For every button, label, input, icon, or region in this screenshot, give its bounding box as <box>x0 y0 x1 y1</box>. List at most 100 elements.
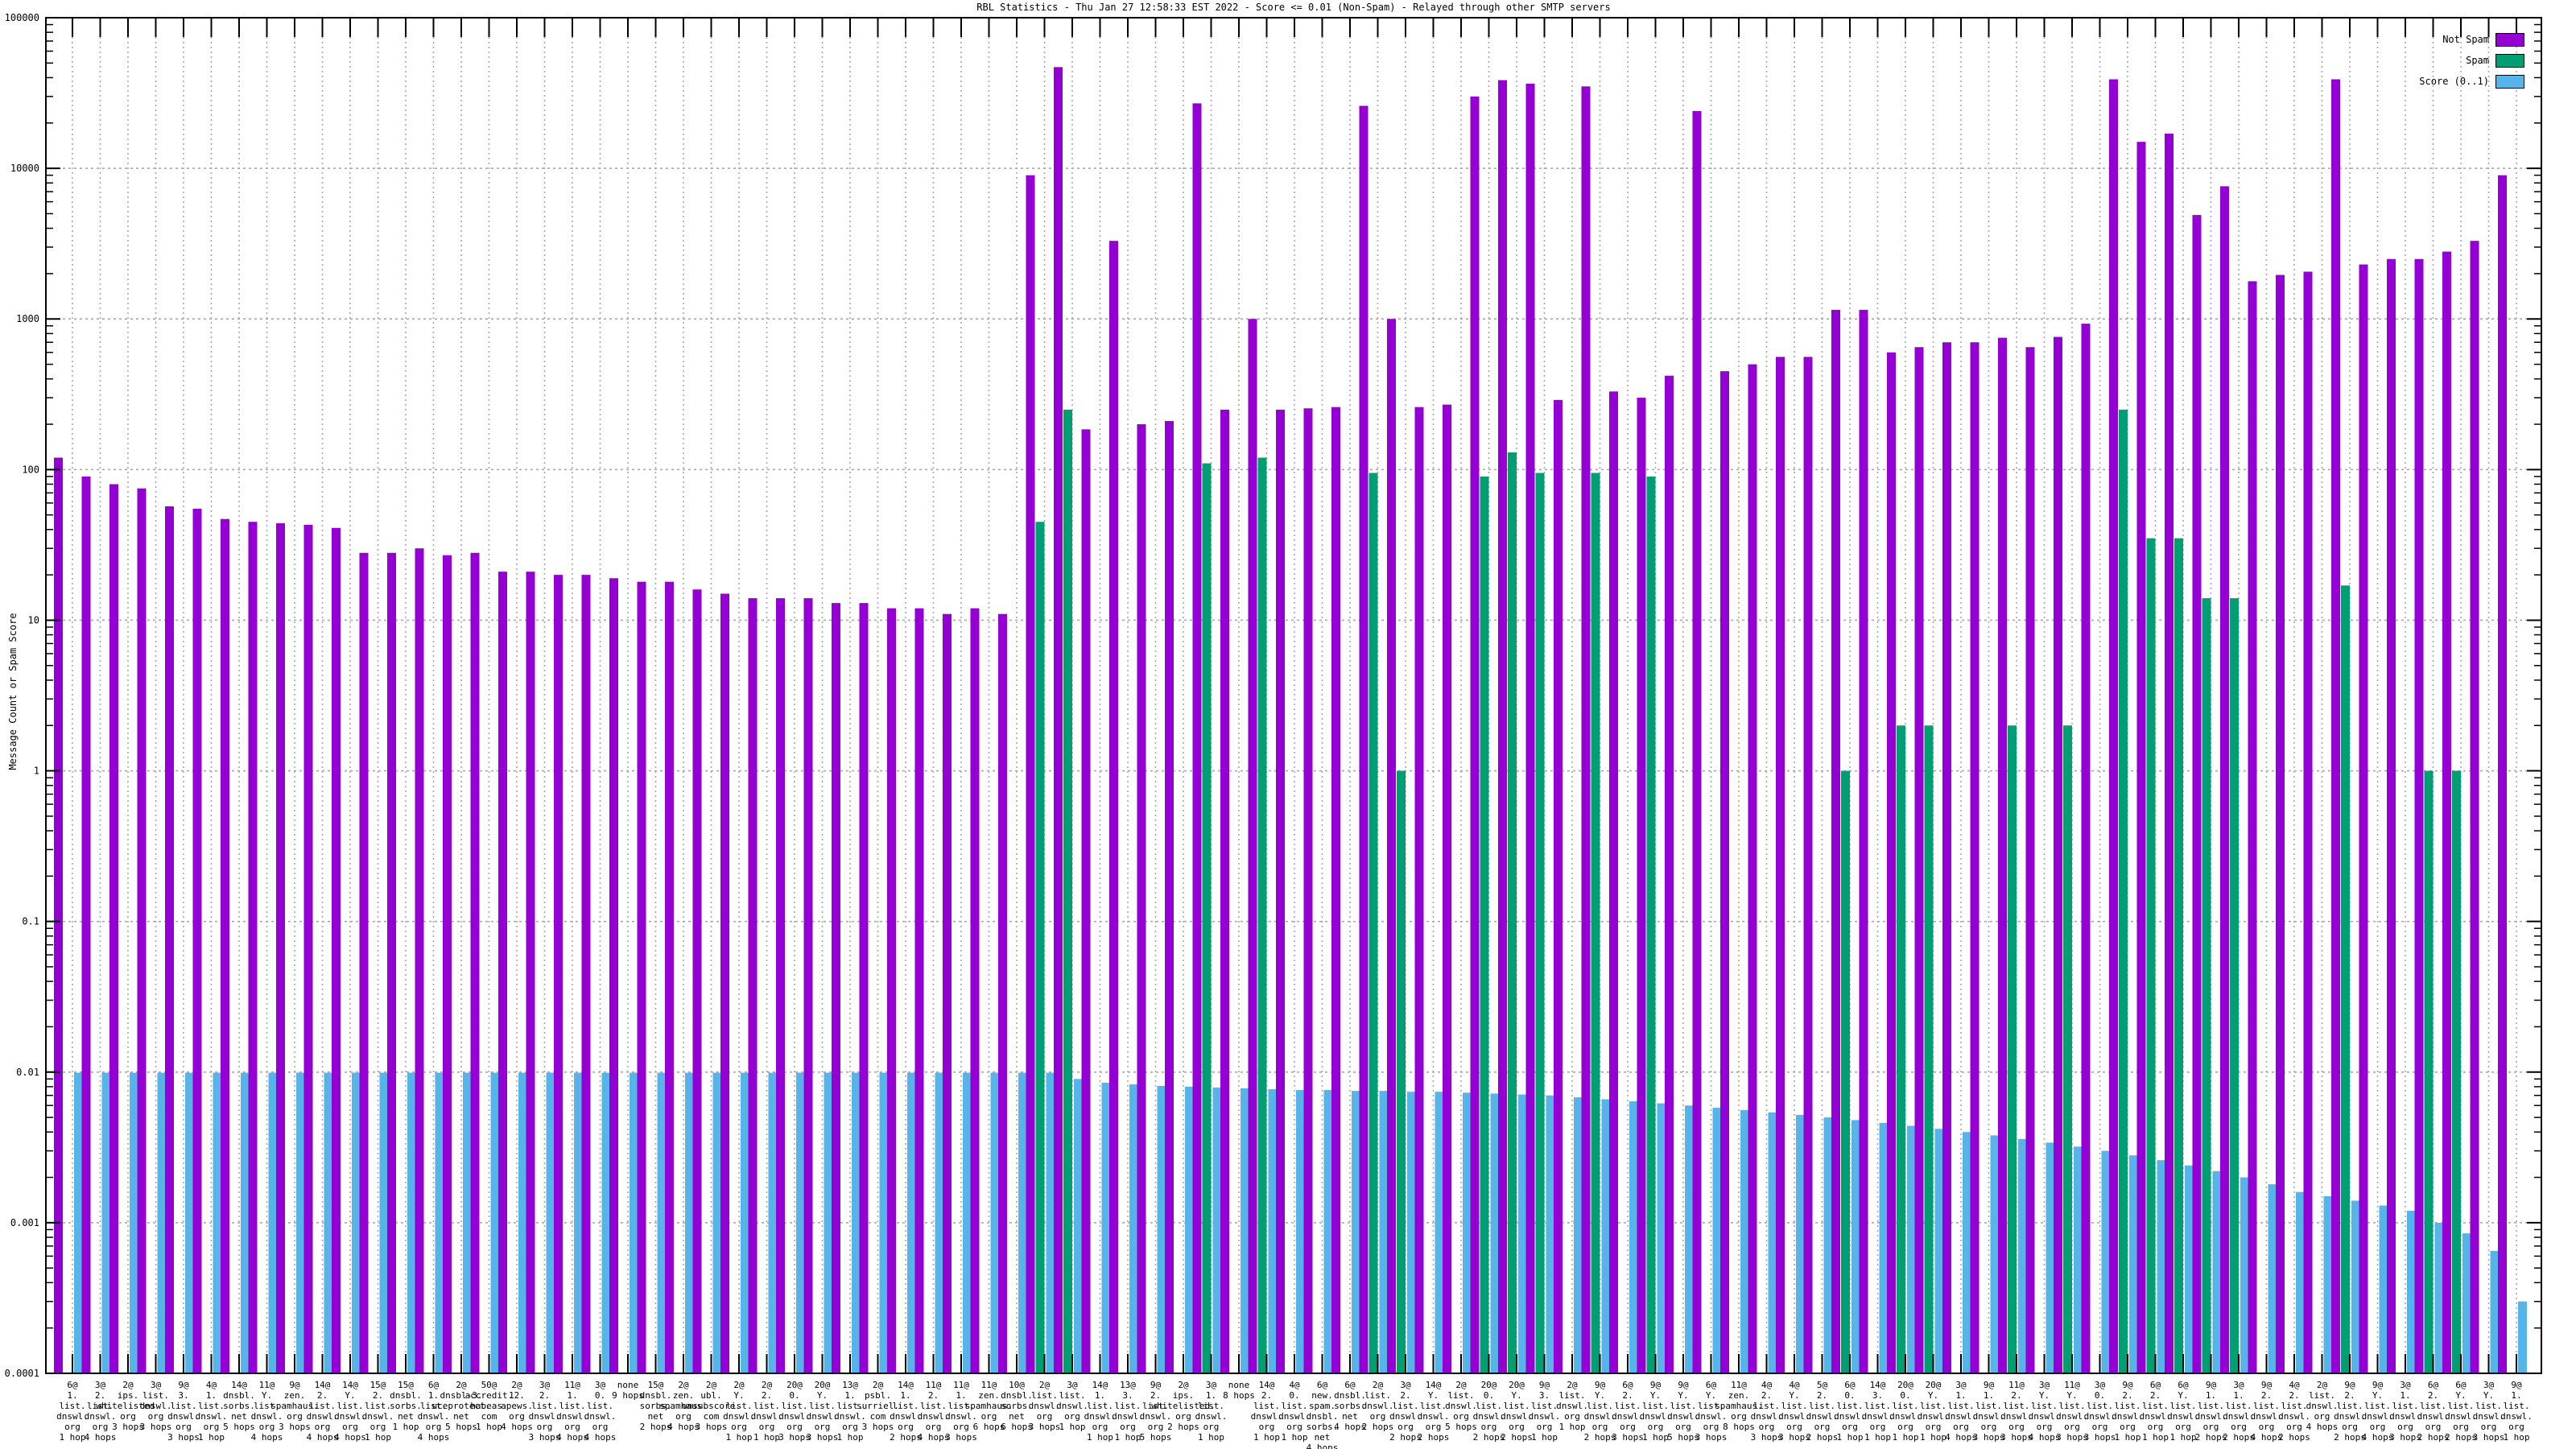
x-axis-label: 2. <box>1817 1390 1827 1401</box>
bar-score <box>435 1072 444 1373</box>
x-axis-label: 2. <box>1150 1390 1161 1401</box>
bar-not-spam <box>276 523 285 1373</box>
x-axis-label: 1 hop <box>365 1432 391 1443</box>
x-axis-label: dnsbl-3. <box>440 1390 483 1401</box>
bar-spam <box>1480 476 1489 1374</box>
x-axis-label: Y. <box>1789 1390 1799 1401</box>
x-axis-label: org <box>370 1422 386 1432</box>
x-axis-label: list. <box>2003 1401 2029 1411</box>
x-axis-label: 2@ <box>1039 1380 1051 1390</box>
bar-score <box>1185 1086 1194 1373</box>
x-axis-label: Y. <box>2372 1390 2383 1401</box>
y-tick-label: 100000 <box>5 12 39 23</box>
bar-not-spam <box>2054 336 2062 1373</box>
x-axis-label: zen. <box>978 1390 1000 1401</box>
x-axis-label: org <box>1453 1411 1469 1422</box>
bar-not-spam <box>1137 424 1146 1373</box>
x-axis-label: 11@ <box>926 1380 942 1390</box>
bar-score <box>2046 1142 2055 1373</box>
x-axis-label: Y. <box>2483 1390 2494 1401</box>
bar-not-spam <box>332 527 341 1373</box>
x-axis-label: 15@ <box>398 1380 414 1390</box>
x-axis-label: spamhaus. <box>659 1401 708 1411</box>
x-axis-label: dnswl. <box>196 1411 228 1422</box>
x-axis-label: dnswl. <box>1084 1411 1117 1422</box>
x-axis-label: Y. <box>345 1390 355 1401</box>
bar-not-spam <box>2025 347 2035 1373</box>
x-axis-label: 3@ <box>2039 1380 2050 1390</box>
x-axis-label: 1. <box>428 1390 439 1401</box>
x-axis-label: list. <box>2114 1401 2140 1411</box>
x-axis-label: 1 hop <box>1114 1432 1141 1443</box>
x-axis-label: 2. <box>1761 1390 1772 1401</box>
x-axis-label: org <box>1897 1422 1913 1432</box>
x-axis-label: org <box>1814 1422 1831 1432</box>
x-axis-label: 11@ <box>1731 1380 1747 1390</box>
x-axis-label: org <box>731 1422 747 1432</box>
bar-not-spam <box>1776 357 1785 1373</box>
x-axis-label: list. <box>142 1390 169 1401</box>
x-axis-label: 9@ <box>1595 1380 1606 1390</box>
y-tick-label: 1 <box>34 766 39 777</box>
bar-not-spam <box>1192 103 1202 1373</box>
x-axis-label: list. <box>2031 1401 2058 1411</box>
x-axis-label: org <box>1648 1422 1664 1432</box>
x-axis-label: dnswl. <box>1251 1411 1283 1422</box>
x-axis-label: 3. <box>178 1390 188 1401</box>
x-axis-label: Y. <box>817 1390 828 1401</box>
x-axis-label: 0. <box>1900 1390 1910 1401</box>
x-axis-label: 2. <box>1400 1390 1410 1401</box>
x-axis-label: 14@ <box>1870 1380 1886 1390</box>
bar-score <box>1241 1088 1249 1373</box>
bar-score <box>2018 1138 2027 1373</box>
x-axis-label: list. <box>2087 1401 2113 1411</box>
bar-not-spam <box>1498 80 1507 1373</box>
x-axis-label: org <box>509 1411 525 1422</box>
x-axis-label: net <box>231 1411 247 1422</box>
x-axis-label: list. <box>1420 1401 1447 1411</box>
x-axis-label: 1 hop <box>1642 1432 1669 1443</box>
bar-spam <box>1535 473 1545 1373</box>
x-axis-label: 20@ <box>815 1380 831 1390</box>
bar-not-spam <box>1942 342 1951 1374</box>
bar-not-spam <box>692 589 702 1373</box>
x-axis-label: 1. <box>1206 1390 1216 1401</box>
x-axis-label: dnswl. <box>1389 1411 1422 1422</box>
bar-not-spam <box>1859 309 1868 1373</box>
x-axis-label: 2. <box>2344 1390 2355 1401</box>
x-axis-label: dnswl. <box>1862 1411 1894 1422</box>
x-axis-label: org <box>2397 1422 2413 1432</box>
x-axis-label: org <box>564 1422 580 1432</box>
x-axis-label: list. <box>1614 1401 1641 1411</box>
x-axis-label: org <box>1175 1411 1191 1422</box>
x-axis-label: net <box>1315 1432 1331 1443</box>
x-axis-label: 4 hops <box>2251 1432 2283 1443</box>
x-axis-label: org <box>1620 1422 1636 1432</box>
x-axis-label: 2 hops <box>1584 1432 1616 1443</box>
x-axis-label: 2 hops <box>1501 1432 1533 1443</box>
x-axis-label: 8 hops <box>1723 1422 1755 1432</box>
bar-spam <box>1508 452 1517 1374</box>
x-axis-label: com <box>481 1411 497 1422</box>
x-axis-label: 3 hops <box>1973 1432 2005 1443</box>
x-axis-label: dnsbl. <box>390 1390 422 1401</box>
x-axis-label: Y. <box>1650 1390 1661 1401</box>
bar-score <box>296 1072 305 1373</box>
x-axis-label: 9@ <box>1539 1380 1550 1390</box>
x-axis-label: org <box>2342 1422 2358 1432</box>
bar-score <box>2490 1250 2500 1373</box>
x-axis-label: list. <box>2336 1401 2363 1411</box>
x-axis-label: dnswl. <box>1140 1411 1172 1422</box>
x-axis-label: 5@ <box>1817 1380 1828 1390</box>
x-axis-label: dnswl. <box>2195 1411 2227 1422</box>
bar-not-spam <box>1637 398 1646 1374</box>
bar-not-spam <box>1303 408 1313 1373</box>
bar-not-spam <box>2192 215 2202 1373</box>
bar-score <box>2296 1191 2305 1373</box>
x-axis-label: org <box>2314 1411 2330 1422</box>
x-axis-label: org <box>2286 1422 2302 1432</box>
chart-title: RBL Statistics - Thu Jan 27 12:58:33 EST… <box>976 2 1611 13</box>
x-axis-label: list. <box>2475 1401 2502 1411</box>
x-axis-label: dnswl. <box>1889 1411 1922 1422</box>
bar-spam <box>2452 770 2461 1373</box>
